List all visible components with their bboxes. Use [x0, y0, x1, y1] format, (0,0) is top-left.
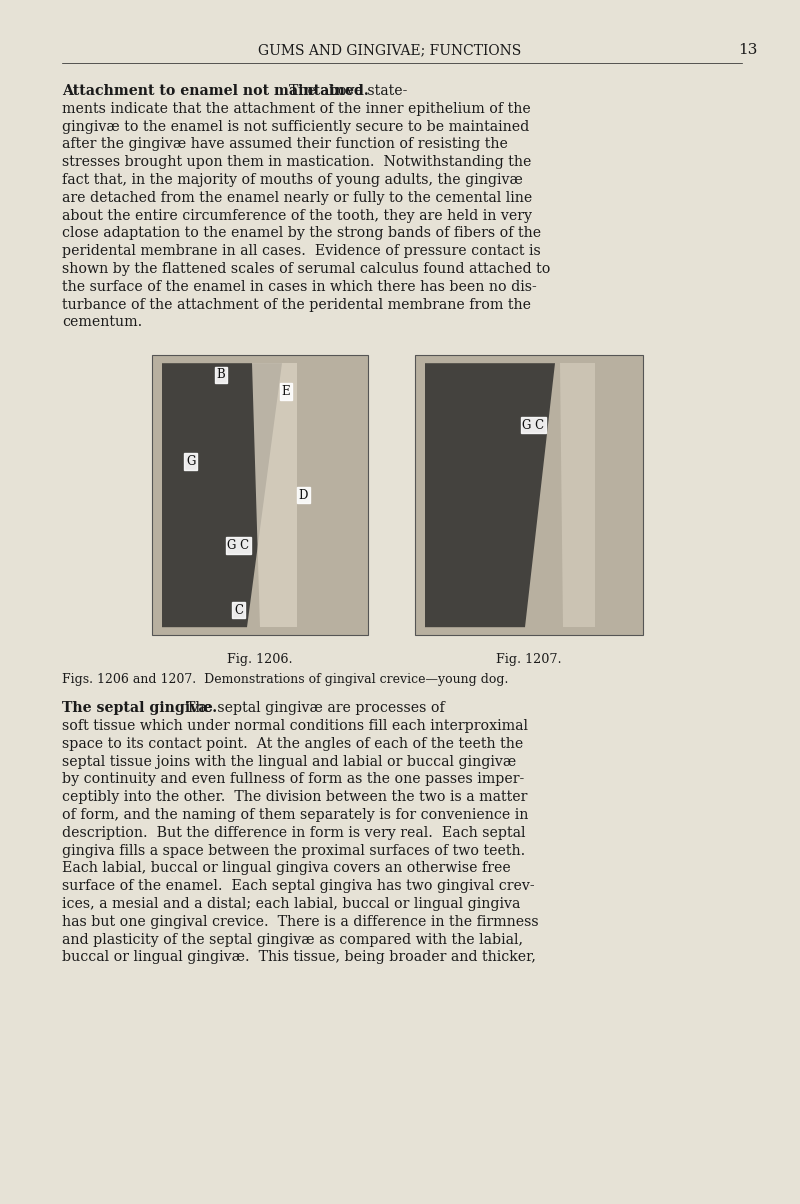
Text: G C: G C — [522, 419, 545, 432]
Text: close adaptation to the enamel by the strong bands of fibers of the: close adaptation to the enamel by the st… — [62, 226, 541, 241]
Text: Attachment to enamel not maintained.: Attachment to enamel not maintained. — [62, 84, 369, 98]
Text: D: D — [298, 489, 308, 502]
Text: description.  But the difference in form is very real.  Each septal: description. But the difference in form … — [62, 826, 526, 840]
Text: surface of the enamel.  Each septal gingiva has two gingival crev­: surface of the enamel. Each septal gingi… — [62, 879, 534, 893]
Text: G C: G C — [227, 539, 250, 553]
Text: The septal gingivæ are processes of: The septal gingivæ are processes of — [177, 701, 445, 715]
Text: B: B — [217, 368, 226, 382]
Text: cementum.: cementum. — [62, 315, 142, 330]
Polygon shape — [162, 364, 282, 627]
Text: space to its contact point.  At the angles of each of the teeth the: space to its contact point. At the angle… — [62, 737, 523, 751]
Text: The septal gingivæ.: The septal gingivæ. — [62, 701, 217, 715]
Text: The above state­: The above state­ — [280, 84, 407, 98]
Text: stresses brought upon them in mastication.  Notwithstanding the: stresses brought upon them in masticatio… — [62, 155, 531, 170]
Text: ments indicate that the attachment of the inner epithelium of the: ments indicate that the attachment of th… — [62, 102, 530, 116]
Text: after the gingivæ have assumed their function of resisting the: after the gingivæ have assumed their fun… — [62, 137, 508, 152]
Text: 13: 13 — [738, 43, 758, 57]
Text: shown by the flattened scales of serumal calculus found attached to: shown by the flattened scales of serumal… — [62, 262, 550, 276]
Text: turbance of the attachment of the peridental membrane from the: turbance of the attachment of the peride… — [62, 297, 531, 312]
Text: fact that, in the majority of mouths of young adults, the gingivæ: fact that, in the majority of mouths of … — [62, 173, 523, 187]
Text: of form, and the naming of them separately is for convenience in: of form, and the naming of them separate… — [62, 808, 528, 822]
Text: gingiva fills a space between the proximal surfaces of two teeth.: gingiva fills a space between the proxim… — [62, 844, 526, 857]
Text: G: G — [186, 455, 195, 468]
Text: and plasticity of the septal gingivæ as compared with the labial,: and plasticity of the septal gingivæ as … — [62, 933, 523, 946]
Polygon shape — [252, 364, 297, 627]
Text: ceptibly into the other.  The division between the two is a matter: ceptibly into the other. The division be… — [62, 790, 527, 804]
Bar — [415, 355, 643, 636]
Text: gingivæ to the enamel is not sufficiently secure to be maintained: gingivæ to the enamel is not sufficientl… — [62, 119, 530, 134]
Polygon shape — [425, 364, 555, 627]
Text: Each labial, buccal or lingual gingiva covers an otherwise free: Each labial, buccal or lingual gingiva c… — [62, 861, 510, 875]
Text: C: C — [234, 603, 243, 616]
Text: Fig. 1206.: Fig. 1206. — [227, 654, 293, 666]
Text: peridental membrane in all cases.  Evidence of pressure contact is: peridental membrane in all cases. Eviden… — [62, 244, 541, 258]
Polygon shape — [560, 364, 595, 627]
Text: septal tissue joins with the lingual and labial or buccal gingivæ: septal tissue joins with the lingual and… — [62, 755, 516, 768]
Bar — [152, 355, 368, 636]
Text: the surface of the enamel in cases in which there has been no dis­: the surface of the enamel in cases in wh… — [62, 279, 537, 294]
Text: by continuity and even fullness of form as the one passes imper­: by continuity and even fullness of form … — [62, 773, 524, 786]
Text: about the entire circumference of the tooth, they are held in very: about the entire circumference of the to… — [62, 208, 532, 223]
Text: has but one gingival crevice.  There is a difference in the firmness: has but one gingival crevice. There is a… — [62, 915, 538, 928]
Text: are detached from the enamel nearly or fully to the cemental line: are detached from the enamel nearly or f… — [62, 190, 532, 205]
Text: buccal or lingual gingivæ.  This tissue, being broader and thicker,: buccal or lingual gingivæ. This tissue, … — [62, 950, 536, 964]
Text: GUMS AND GINGIVAE; FUNCTIONS: GUMS AND GINGIVAE; FUNCTIONS — [258, 43, 522, 57]
Text: E: E — [282, 385, 290, 399]
Text: ices, a mesial and a distal; each labial, buccal or lingual gingiva: ices, a mesial and a distal; each labial… — [62, 897, 520, 911]
Text: soft tissue which under normal conditions fill each interproximal: soft tissue which under normal condition… — [62, 719, 528, 733]
Text: Fig. 1207.: Fig. 1207. — [496, 654, 562, 666]
Text: Figs. 1206 and 1207.  Demonstrations of gingival crevice—young dog.: Figs. 1206 and 1207. Demonstrations of g… — [62, 673, 508, 686]
